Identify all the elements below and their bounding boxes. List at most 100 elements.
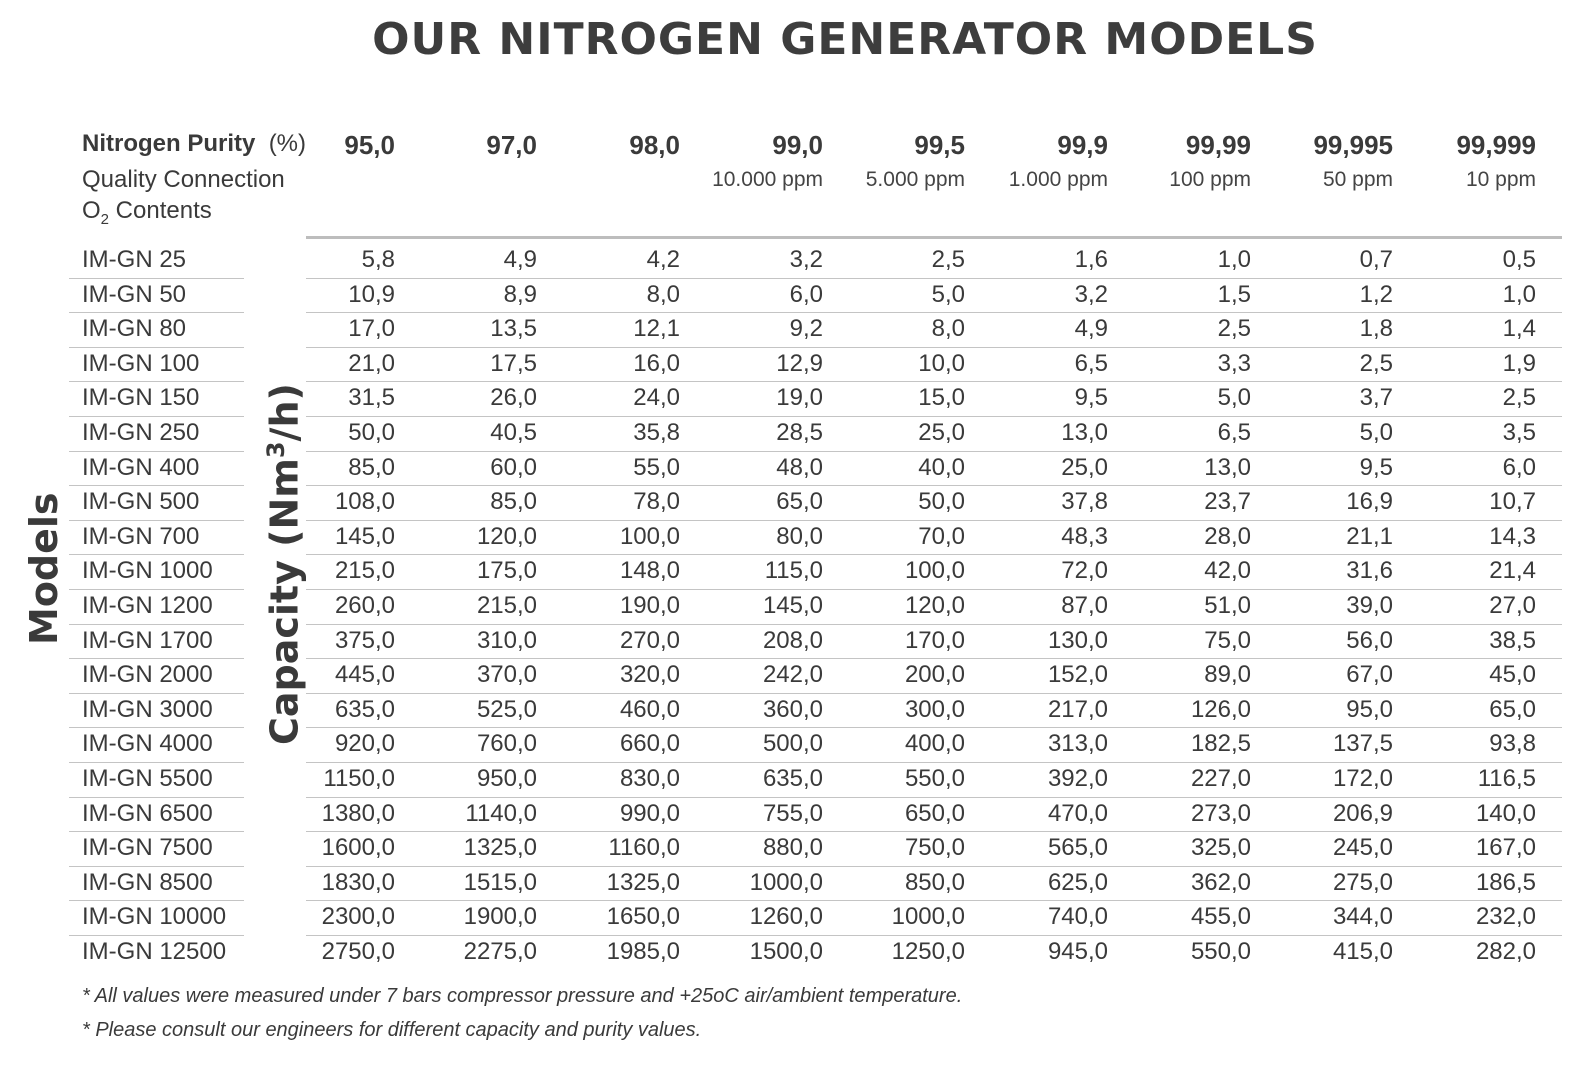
capacity-cell: 6,5 (1217, 419, 1251, 446)
capacity-cell: 87,0 (1061, 592, 1108, 619)
row-divider (306, 900, 1562, 902)
capacity-cell: 206,9 (1332, 799, 1393, 827)
capacity-cell: 1830,0 (321, 868, 395, 896)
capacity-cell: 1325,0 (606, 868, 680, 896)
capacity-cell: 6,0 (1502, 453, 1536, 481)
row-divider (306, 519, 1562, 521)
capacity-cell: 145,0 (762, 592, 823, 619)
row-divider (69, 796, 244, 798)
capacity-cell: 31,6 (1346, 557, 1393, 585)
capacity-cell: 9,5 (1359, 453, 1393, 481)
capacity-cell: 56,0 (1346, 626, 1393, 654)
o2-prefix: O (82, 197, 101, 224)
capacity-cell: 152,0 (1047, 661, 1108, 689)
capacity-cell: 3,2 (1074, 280, 1108, 308)
capacity-cell: 325,0 (1190, 834, 1251, 862)
capacity-cell: 55,0 (633, 453, 680, 481)
capacity-cell: 208,0 (762, 626, 823, 654)
capacity-cell: 525,0 (476, 695, 537, 723)
capacity-cell: 1160,0 (608, 834, 680, 862)
capacity-cell: 172,0 (1332, 765, 1393, 792)
row-divider (306, 450, 1562, 452)
capacity-cell: 260,0 (334, 592, 395, 619)
model-name: IM-GN 250 (82, 419, 200, 446)
nitrogen-purity-label: Nitrogen Purity (%) (82, 130, 306, 158)
capacity-cell: 1,9 (1502, 349, 1536, 377)
model-name: IM-GN 25 (82, 246, 187, 273)
capacity-cell: 31,5 (348, 384, 395, 412)
model-name: IM-GN 2000 (82, 661, 213, 689)
capacity-cell: 1,8 (1359, 315, 1393, 343)
capacity-cell: 140,0 (1475, 799, 1536, 827)
capacity-cell: 215,0 (476, 592, 537, 619)
row-divider (69, 935, 244, 936)
capacity-cell: 3,2 (789, 246, 823, 273)
o2-ppm-value: 1.000 ppm (1008, 168, 1108, 191)
o2-ppm-value: 5.000 ppm (865, 168, 965, 191)
o2-ppm-value: 100 ppm (1169, 168, 1251, 191)
row-divider (306, 554, 1562, 556)
capacity-cell: 19,0 (776, 384, 823, 412)
nitrogen-purity-text: Nitrogen Purity (82, 130, 256, 157)
capacity-cell: 67,0 (1346, 661, 1393, 689)
row-divider (69, 900, 244, 902)
purity-value: 99,999 (1456, 130, 1536, 160)
row-divider (69, 762, 244, 763)
capacity-cell: 1000,0 (891, 903, 965, 931)
model-name: IM-GN 150 (82, 384, 200, 412)
capacity-cell: 21,4 (1489, 557, 1536, 585)
purity-value: 98,0 (629, 130, 680, 160)
capacity-cell: 145,0 (334, 522, 395, 550)
capacity-cell: 186,5 (1475, 868, 1536, 896)
capacity-cell: 415,0 (1332, 938, 1393, 965)
capacity-cell: 635,0 (762, 765, 823, 792)
capacity-cell: 1,5 (1217, 280, 1251, 308)
capacity-cell: 9,2 (789, 315, 823, 343)
models-side-label: Models (22, 492, 66, 645)
capacity-cell: 6,0 (789, 280, 823, 308)
row-divider (69, 381, 244, 383)
capacity-cell: 130,0 (1047, 626, 1108, 654)
capacity-cell: 880,0 (762, 834, 823, 862)
capacity-cell: 175,0 (476, 557, 537, 585)
capacity-cell: 5,0 (1217, 384, 1251, 412)
capacity-cell: 45,0 (1489, 661, 1536, 689)
capacity-cell: 1,4 (1502, 315, 1536, 343)
capacity-cell: 360,0 (762, 695, 823, 723)
capacity-cell: 1250,0 (891, 938, 965, 965)
capacity-cell: 170,0 (904, 626, 965, 654)
row-divider (69, 416, 244, 417)
capacity-cell: 28,5 (776, 419, 823, 446)
capacity-cell: 635,0 (334, 695, 395, 723)
row-divider (306, 346, 1562, 348)
capacity-cell: 37,8 (1061, 488, 1108, 516)
capacity-cell: 137,5 (1332, 730, 1393, 758)
capacity-cell: 217,0 (1047, 695, 1108, 723)
row-divider (69, 485, 244, 487)
capacity-cell: 16,9 (1346, 488, 1393, 516)
model-name: IM-GN 8500 (82, 868, 213, 896)
capacity-cell: 625,0 (1047, 868, 1108, 896)
capacity-cell: 50,0 (918, 488, 965, 516)
capacity-cell: 40,0 (918, 453, 965, 481)
model-name: IM-GN 400 (82, 453, 200, 481)
capacity-cell: 470,0 (1047, 799, 1108, 827)
model-name: IM-GN 100 (82, 349, 200, 377)
capacity-cell: 120,0 (476, 522, 537, 550)
capacity-cell: 182,5 (1190, 730, 1251, 758)
capacity-cell: 8,0 (646, 280, 680, 308)
capacity-cell: 70,0 (918, 522, 965, 550)
model-name: IM-GN 80 (82, 315, 187, 343)
capacity-cell: 1,0 (1502, 280, 1536, 308)
capacity-cell: 275,0 (1332, 868, 1393, 896)
capacity-cell: 17,5 (490, 349, 537, 377)
capacity-cell: 760,0 (476, 730, 537, 758)
capacity-cell: 21,1 (1346, 522, 1393, 550)
row-divider (306, 796, 1562, 798)
capacity-cell: 35,8 (633, 419, 680, 446)
row-divider (306, 727, 1562, 729)
capacity-cell: 1140,0 (465, 799, 537, 827)
capacity-cell: 9,5 (1074, 384, 1108, 412)
capacity-cell: 10,0 (918, 349, 965, 377)
capacity-cell: 51,0 (1204, 592, 1251, 619)
